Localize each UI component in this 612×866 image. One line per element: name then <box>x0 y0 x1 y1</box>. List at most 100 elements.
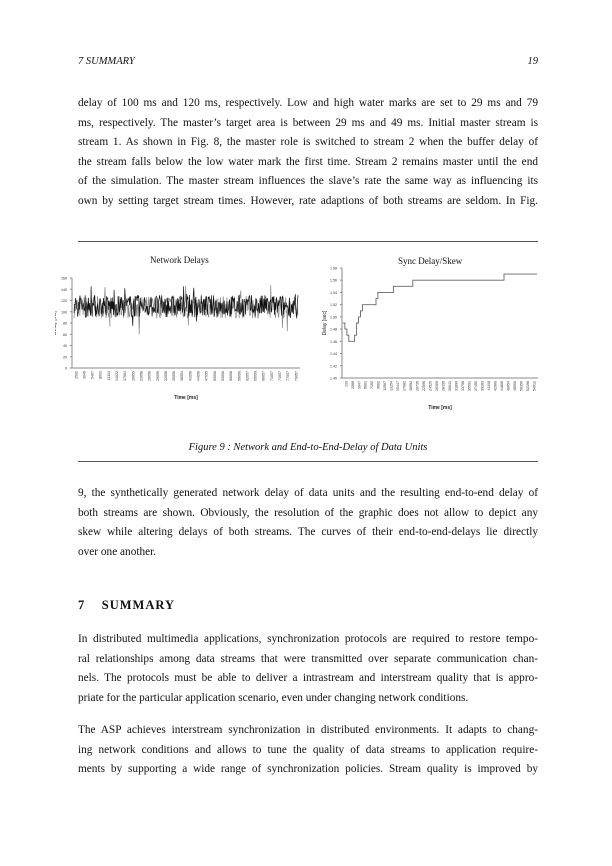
x-tick-label: 3947 <box>357 381 361 389</box>
x-axis-label: Time [ms] <box>174 395 198 401</box>
x-tick-label: 17082 <box>403 381 407 391</box>
y-tick-label: 1.58 <box>330 267 337 271</box>
paragraph-3: In distributed multimedia applications, … <box>78 630 538 708</box>
x-tick-label: 5467 <box>91 371 95 379</box>
x-tick-label: 8091 <box>99 371 103 379</box>
x-tick-label: 24525 <box>429 381 433 391</box>
text-line: priate for the particular application sc… <box>78 691 469 704</box>
y-tick-label: 0 <box>65 367 67 371</box>
text-line: both streams are shown. Obviously, the r… <box>78 506 538 519</box>
y-tick-label: 1.42 <box>330 364 337 368</box>
x-tick-label: 44056 <box>197 371 201 381</box>
y-axis-label: Delay [sec] <box>322 310 328 335</box>
text-line: own by setting target stream times. Howe… <box>78 194 538 207</box>
figure-bottom-rule <box>78 461 538 462</box>
series-line <box>73 286 299 326</box>
figure-top-rule <box>78 241 538 242</box>
x-tick-label: 26056 <box>148 371 152 381</box>
x-tick-label: 28195 <box>442 381 446 391</box>
x-tick-label: 20735 <box>416 381 420 391</box>
paragraph-4: The ASP achieves interstream synchroniza… <box>78 721 538 780</box>
y-tick-label: 80 <box>63 322 67 326</box>
text-line: nels. The protocols must be able to deli… <box>78 672 538 685</box>
x-tick-label: 133 <box>344 381 348 387</box>
x-tick-label: 53056 <box>221 371 225 381</box>
x-tick-label: 79057 <box>294 371 298 381</box>
sync-delay-chart: 1.40 1.42 1.44 1.46 1.48 1.50 1.52 1.54 1.56 1.58… <box>322 267 538 410</box>
x-tick-label: 3046 <box>82 371 86 379</box>
y-tick-label: 1.46 <box>330 340 337 344</box>
figure-caption: Figure 9 : Network and End-to-End-Delay … <box>188 442 428 453</box>
text-line: of the simulation. The master stream inf… <box>78 175 538 188</box>
text-line: 9, the synthetically generated network d… <box>78 487 538 499</box>
x-tick-label: 14022 <box>115 371 119 381</box>
x-tick-label: 59056 <box>237 371 241 381</box>
y-tick-label: 1.56 <box>330 279 337 283</box>
x-tick-label: 71057 <box>270 371 274 381</box>
text-line: over one another. <box>78 545 157 558</box>
network-delays-chart: 0 20 40 60 80 100 120 140 160 1502 3046 5467 8091 111… <box>55 277 300 401</box>
x-tick-label: 52196 <box>526 381 530 391</box>
x-tick-label: 1502 <box>74 371 78 379</box>
x-tick-label: 29059 <box>156 371 160 381</box>
x-tick-label: 68057 <box>262 371 266 381</box>
x-tick-label: 46654 <box>506 381 510 391</box>
series-line <box>343 273 537 342</box>
x-tick-label: 15447 <box>396 381 400 391</box>
series-line <box>73 284 299 335</box>
y-tick-label: 1.48 <box>330 328 337 332</box>
x-tick-label: 22596 <box>422 381 426 391</box>
text-line: ing network conditions and allows to tun… <box>78 743 538 756</box>
x-tick-label: 42960 <box>493 381 497 391</box>
text-line: The ASP achieves interstream synchroniza… <box>78 724 538 736</box>
x-tick-label: 38054 <box>180 371 184 381</box>
x-tick-label: 74057 <box>278 371 282 381</box>
x-tick-label: 50350 <box>519 381 523 391</box>
x-tick-label: 31890 <box>455 381 459 391</box>
x-tick-label: 23058 <box>139 371 143 381</box>
x-tick-label: 32058 <box>164 371 168 381</box>
chart-title-network-delays: Network Delays <box>150 255 209 265</box>
section-heading: 7 SUMMARY <box>78 598 175 613</box>
y-tick-label: 1.40 <box>330 377 337 381</box>
y-tick-label: 60 <box>63 333 67 337</box>
x-tick-label: 20055 <box>131 371 135 381</box>
x-tick-label: 65059 <box>254 371 258 381</box>
text-line: ral relationships among data streams tha… <box>78 652 538 665</box>
paragraph-2: 9, the synthetically generated network d… <box>78 484 538 562</box>
x-tick-label: 35056 <box>172 371 176 381</box>
x-tick-label: 37450 <box>474 381 478 391</box>
x-tick-label: 35591 <box>467 381 471 391</box>
x-tick-label: 30041 <box>448 381 452 391</box>
y-tick-label: 1.52 <box>330 303 337 307</box>
chart-title-sync-delay: Sync Delay/Skew <box>398 256 463 266</box>
x-tick-label: 33756 <box>461 381 465 391</box>
y-tick-label: 160 <box>61 277 67 281</box>
running-header-section: 7 SUMMARY <box>78 56 135 67</box>
x-tick-label: 47055 <box>205 371 209 381</box>
y-tick-label: 120 <box>61 299 67 303</box>
text-line: In distributed multimedia applications, … <box>78 633 538 645</box>
text-line: delay of 100 ms and 120 ms, respectively… <box>78 97 538 109</box>
x-tick-label: 44808 <box>500 381 504 391</box>
y-tick-label: 140 <box>61 288 67 292</box>
text-line: ments by supporting a wide range of sync… <box>78 763 538 776</box>
x-tick-label: 48500 <box>513 381 517 391</box>
x-tick-label: 18992 <box>409 381 413 391</box>
x-tick-label: 56058 <box>229 371 233 381</box>
x-tick-label: 11567 <box>383 381 387 391</box>
x-tick-label: 77057 <box>286 371 290 381</box>
x-tick-label: 50056 <box>213 371 217 381</box>
text-line: the stream falls below the low water mar… <box>78 155 538 168</box>
x-tick-label: 26369 <box>435 381 439 391</box>
y-tick-label: 40 <box>63 344 67 348</box>
x-tick-label: 7152 <box>370 381 374 389</box>
x-tick-label: 11113 <box>107 371 111 380</box>
x-tick-label: 41056 <box>188 371 192 381</box>
x-tick-label: 13254 <box>390 381 394 391</box>
paragraph-1: delay of 100 ms and 120 ms, respectively… <box>78 94 538 212</box>
x-tick-label: 9662 <box>377 381 381 389</box>
y-tick-label: 1.50 <box>330 315 337 319</box>
text-line: skew while altering delays of both strea… <box>78 526 538 539</box>
